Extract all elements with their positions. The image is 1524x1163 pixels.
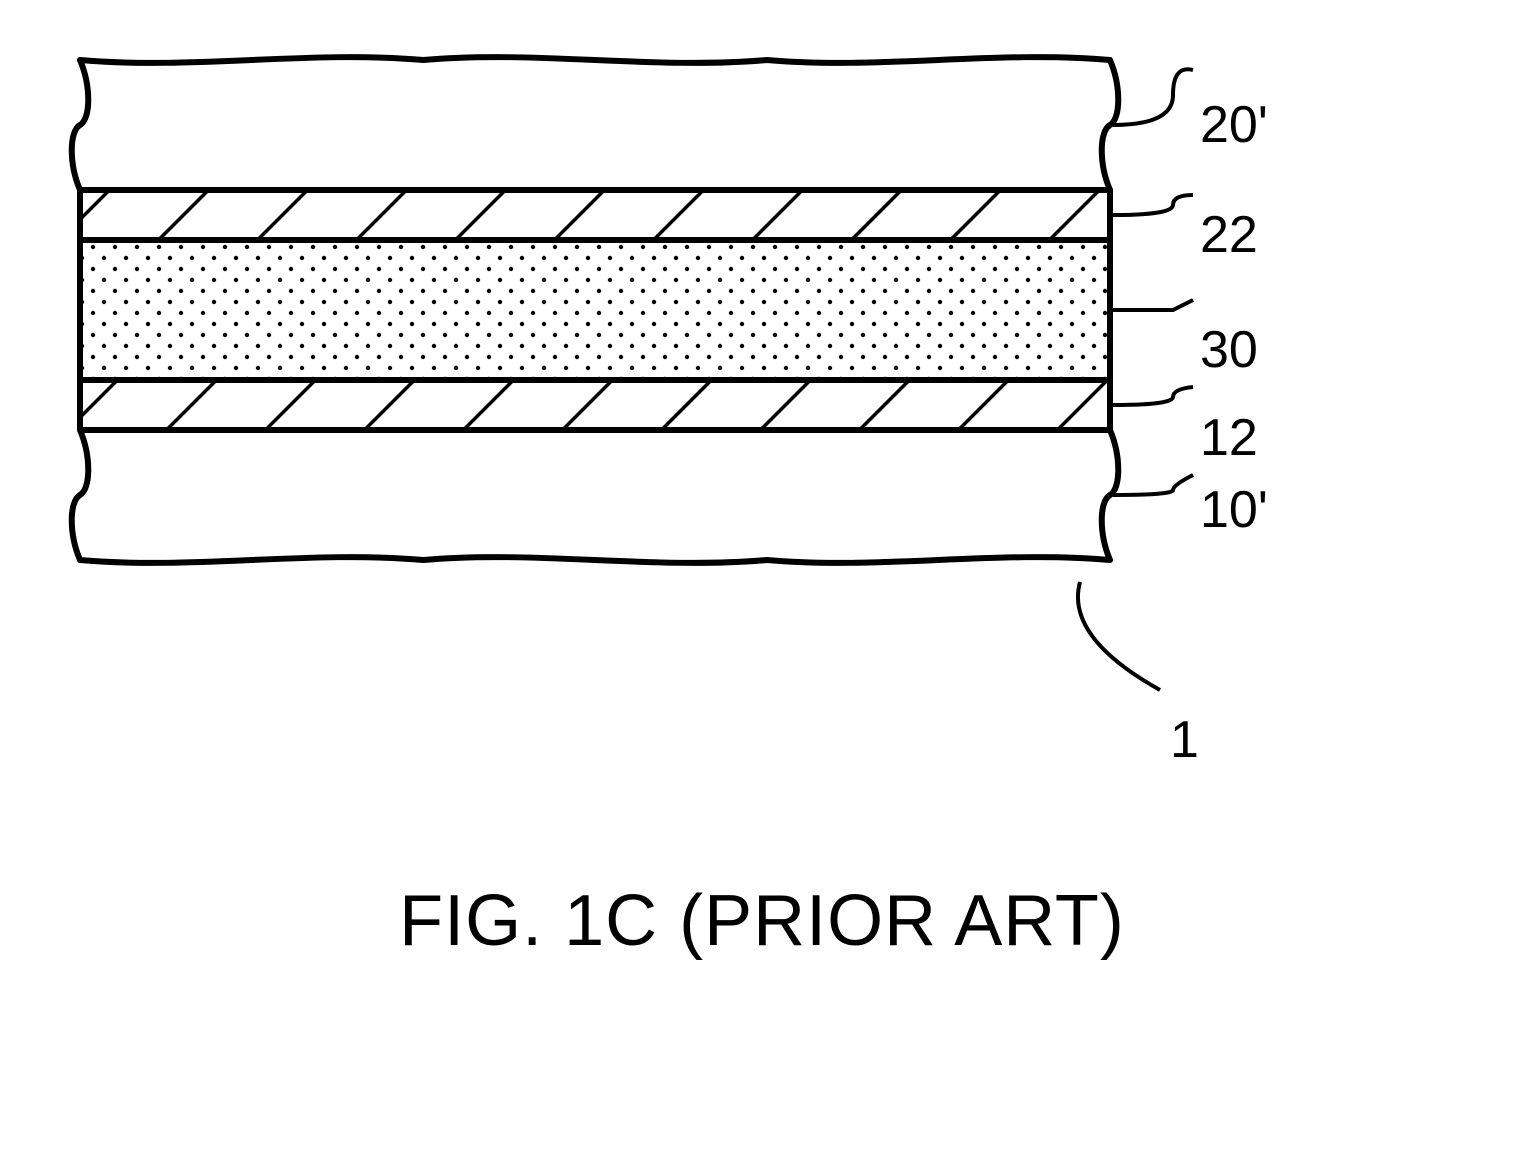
layer-30 xyxy=(80,240,1110,380)
figure-caption: FIG. 1C (PRIOR ART) xyxy=(0,880,1524,962)
leader-30 xyxy=(1113,300,1193,310)
callout-22: 22 xyxy=(1200,205,1258,265)
leader-22 xyxy=(1113,195,1193,215)
leader-20p xyxy=(1113,69,1193,125)
figure-container xyxy=(0,0,1524,805)
cross-section-svg xyxy=(0,0,1524,800)
leader-10p xyxy=(1113,475,1193,495)
callout-12: 12 xyxy=(1200,408,1258,468)
cross-section-svg-wrap xyxy=(0,0,1524,805)
layer-10p xyxy=(72,430,1119,563)
callout-10p: 10' xyxy=(1200,480,1268,540)
layer-22 xyxy=(80,190,1110,240)
layer-20p xyxy=(72,57,1119,190)
callout-20p: 20' xyxy=(1200,95,1268,155)
layer-12 xyxy=(80,380,1110,430)
leader-assembly xyxy=(1078,582,1160,690)
leader-12 xyxy=(1113,387,1193,405)
callout-assembly: 1 xyxy=(1170,710,1199,770)
callout-30: 30 xyxy=(1200,320,1258,380)
